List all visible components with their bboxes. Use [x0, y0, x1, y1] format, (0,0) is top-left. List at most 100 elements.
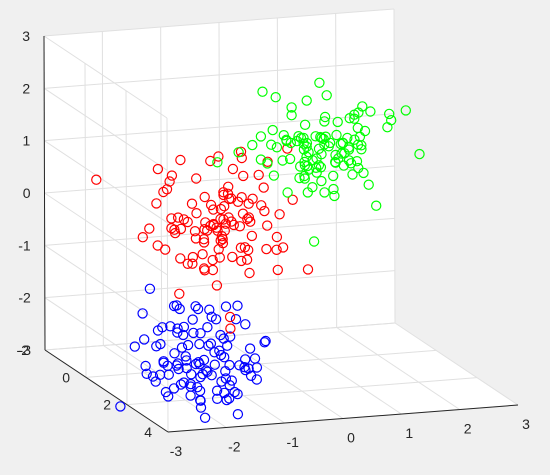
- data-point: [214, 252, 225, 263]
- data-point: [328, 170, 339, 182]
- grid-line-back-z: [43, 8, 395, 37]
- data-point: [258, 182, 269, 193]
- data-point: [190, 358, 202, 370]
- data-point: [212, 157, 223, 168]
- data-point: [225, 323, 236, 334]
- data-point: [414, 148, 425, 160]
- data-point: [336, 148, 347, 159]
- data-point: [166, 213, 177, 224]
- data-point: [259, 205, 270, 217]
- grid-line-floor-x: [219, 336, 344, 419]
- data-point: [211, 385, 223, 396]
- data-point: [147, 371, 159, 382]
- x-tick-label: 3: [522, 416, 530, 432]
- data-point: [359, 125, 371, 137]
- data-point: [232, 388, 243, 400]
- grid-line-back-z: [44, 60, 395, 89]
- data-point: [199, 265, 210, 276]
- data-point: [251, 374, 262, 385]
- data-point: [188, 327, 199, 339]
- data-point: [161, 184, 173, 195]
- data-point: [144, 283, 156, 294]
- data-point: [294, 172, 305, 184]
- data-point: [237, 170, 249, 182]
- grid-line-left-z: [43, 35, 168, 119]
- data-point: [261, 243, 272, 255]
- data-point: [233, 147, 244, 158]
- data-point: [270, 91, 281, 103]
- grid-line-floor-y: [126, 377, 478, 406]
- data-point: [224, 311, 236, 323]
- data-point: [211, 222, 222, 233]
- data-point: [224, 380, 235, 391]
- data-point: [284, 153, 296, 165]
- data-point: [198, 237, 210, 248]
- data-point: [313, 160, 325, 171]
- data-point: [352, 122, 363, 134]
- data-point: [301, 141, 312, 152]
- data-point: [319, 111, 331, 123]
- data-point: [320, 131, 331, 142]
- data-point: [181, 355, 192, 366]
- data-point: [266, 139, 277, 150]
- y-tick-label: 0: [62, 369, 70, 385]
- data-point: [267, 124, 278, 136]
- y-tick-label: -2: [17, 342, 30, 358]
- data-point: [307, 155, 318, 166]
- data-point: [295, 161, 306, 172]
- data-point: [218, 187, 229, 198]
- data-point: [303, 146, 314, 158]
- data-point: [191, 207, 202, 219]
- data-point: [152, 325, 164, 336]
- data-point: [286, 109, 297, 121]
- data-point: [287, 194, 298, 205]
- data-point: [234, 360, 245, 371]
- axis-box-edges: [43, 35, 519, 433]
- data-points: [91, 77, 425, 423]
- grid-line-left-z: [44, 297, 169, 381]
- data-point: [140, 360, 151, 372]
- data-point: [206, 311, 217, 322]
- data-point: [299, 173, 310, 184]
- z-tick-label: 3: [22, 28, 30, 44]
- data-point: [232, 300, 243, 311]
- data-point: [316, 148, 327, 160]
- data-point: [277, 155, 288, 166]
- data-point: [218, 214, 229, 225]
- data-point: [187, 251, 199, 263]
- data-point: [199, 412, 211, 423]
- x-tick-label: 1: [405, 425, 413, 441]
- y-tick-label: 4: [144, 424, 152, 440]
- data-point: [308, 236, 320, 247]
- data-point: [277, 242, 289, 253]
- data-point: [200, 217, 211, 228]
- data-point: [185, 378, 196, 390]
- data-point: [235, 242, 247, 253]
- data-point: [243, 212, 255, 223]
- data-point: [215, 349, 227, 361]
- data-point: [172, 327, 183, 338]
- data-point: [224, 331, 236, 342]
- data-point: [247, 139, 258, 151]
- grid-line-back-z: [44, 113, 395, 142]
- data-point: [158, 357, 169, 368]
- z-axis-line: [43, 35, 46, 351]
- data-point: [314, 77, 325, 89]
- data-point: [357, 101, 368, 112]
- data-point: [176, 342, 188, 353]
- data-point: [208, 218, 219, 230]
- grid-line-left-y: [125, 90, 128, 405]
- data-point: [137, 308, 148, 319]
- data-point: [293, 130, 304, 142]
- data-point: [214, 345, 225, 356]
- data-point: [298, 138, 309, 149]
- data-point: [218, 352, 230, 363]
- data-point: [286, 102, 297, 113]
- grid-line-left-z: [43, 87, 168, 171]
- data-point: [202, 322, 213, 333]
- z-tick-label: -1: [18, 237, 31, 253]
- data-point: [186, 198, 198, 209]
- z-tick-label: 2: [22, 80, 30, 96]
- z-tick-label: -3: [19, 342, 32, 358]
